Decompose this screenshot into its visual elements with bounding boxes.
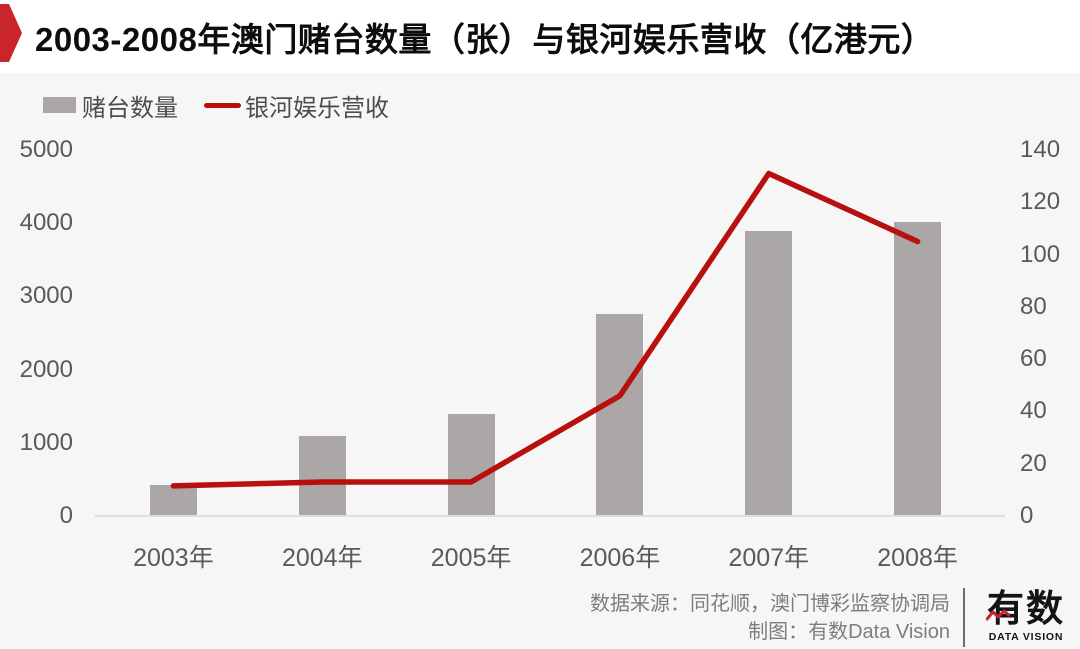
- left-axis-tick-label: 0: [59, 502, 73, 529]
- bar-series-swatch-icon: [43, 97, 76, 113]
- x-axis-label: 2006年: [579, 544, 661, 572]
- bar-2004年: [298, 436, 346, 515]
- left-axis-tick-label: 2000: [19, 355, 73, 383]
- left-axis-tick-label: 5000: [19, 136, 73, 163]
- left-axis-tick-label: 3000: [19, 282, 73, 310]
- credit-text: 制图：有数Data Vision: [748, 621, 950, 643]
- footer-divider: [963, 588, 965, 647]
- bar-2005年: [447, 414, 495, 515]
- x-axis-label: 2008年: [877, 544, 958, 572]
- line-series-swatch-icon: [204, 102, 241, 108]
- x-axis-label: 2003年: [133, 544, 214, 572]
- chart-legend: 赌台数量 银河娱乐营收: [43, 92, 389, 122]
- right-axis-tick-label: 20: [1020, 449, 1047, 477]
- bar-2003年: [149, 484, 197, 515]
- left-axis-tick-label: 1000: [19, 428, 73, 456]
- brand-logo-characters: 有数: [987, 588, 1065, 629]
- left-axis-tick-label: 4000: [19, 209, 73, 237]
- footer-notes: 数据来源：同花顺，澳门博彩监察协调局 制图：有数Data Vision: [350, 590, 950, 646]
- brand-logo-text: 有数: [980, 588, 1072, 630]
- brand-logo-subtext: DATA VISION: [988, 631, 1064, 643]
- title-band: 2003-2008年澳门赌台数量（张）与银河娱乐营收（亿港元）: [0, 0, 1080, 73]
- right-axis-tick-label: 120: [1020, 188, 1061, 216]
- right-axis-tick-label: 60: [1020, 345, 1047, 373]
- bar-2007年: [745, 230, 793, 515]
- logo-zigzag-icon: [986, 609, 1010, 621]
- page-title: 2003-2008年澳门赌台数量（张）与银河娱乐营收（亿港元）: [35, 20, 935, 58]
- x-axis-label: 2007年: [728, 544, 810, 572]
- x-axis-label: 2005年: [430, 544, 512, 572]
- data-source-text: 数据来源：同花顺，澳门博彩监察协调局: [590, 593, 950, 615]
- right-axis-tick-label: 40: [1020, 397, 1047, 425]
- right-axis-tick-label: 0: [1020, 502, 1034, 529]
- line-series-legend-label: 银河娱乐营收: [245, 94, 389, 122]
- bar-2008年: [894, 221, 942, 515]
- right-axis-tick-label: 80: [1020, 292, 1047, 320]
- bar-2006年: [596, 313, 644, 515]
- brand-logo: 有数 DATA VISION: [980, 588, 1072, 643]
- bar-series-legend-label: 赌台数量: [82, 94, 178, 122]
- x-axis-line: [95, 515, 1005, 517]
- right-axis-tick-label: 140: [1020, 136, 1061, 163]
- right-axis-tick-label: 100: [1020, 240, 1061, 268]
- x-axis-label: 2004年: [281, 544, 363, 572]
